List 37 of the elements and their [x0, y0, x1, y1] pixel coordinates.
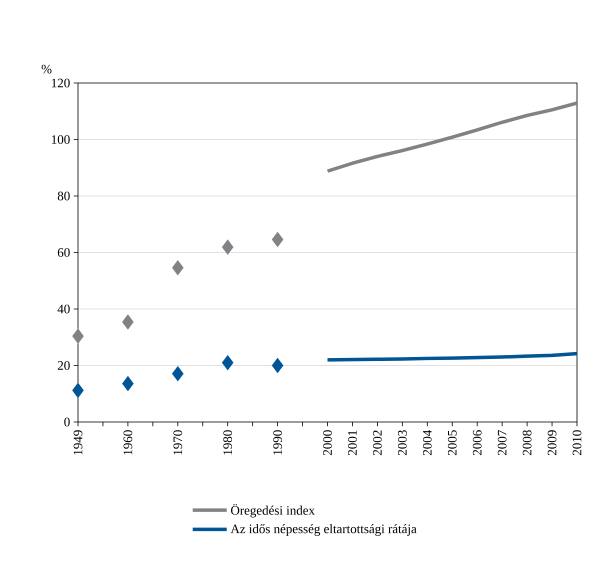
point: [172, 366, 184, 382]
x-tick-label: 2001: [348, 430, 357, 456]
x-tick-label: 1970: [173, 430, 182, 455]
x-tick-label: 2002: [373, 430, 382, 456]
y-tick-label: 80: [58, 192, 70, 200]
x-tick-label: 2007: [498, 430, 507, 456]
point: [72, 382, 84, 398]
x-tick-label: 2003: [398, 430, 407, 456]
point: [122, 376, 134, 392]
point: [272, 232, 284, 248]
x-tick-label: 2010: [572, 430, 582, 456]
x-tick-label: 2005: [448, 430, 457, 456]
y-tick-label: 60: [58, 248, 70, 257]
x-tick-label: 2006: [472, 430, 482, 456]
x-tick-label: 1990: [273, 430, 282, 455]
x-tick-label: 2009: [548, 430, 556, 456]
y-tick-label: 40: [58, 304, 70, 314]
point: [122, 314, 134, 330]
y-tick-label: 20: [58, 361, 70, 370]
point: [222, 355, 234, 370]
x-tick-label: 2000: [323, 430, 332, 456]
x-tick-label: 1949: [74, 430, 82, 455]
x-tick-label: 1980: [223, 430, 232, 455]
y-axis-title: %: [42, 64, 52, 74]
y-tick-label: 120: [52, 78, 70, 88]
legend-label: Az idős népesség eltartottsági rátája: [230, 524, 417, 536]
x-tick-label: 2008: [522, 430, 532, 456]
x-tick-label: 1960: [124, 430, 132, 455]
y-tick-label: 0: [64, 418, 70, 426]
point: [272, 358, 284, 374]
point: [72, 328, 84, 344]
legend-label: Öregedési index: [230, 504, 315, 518]
x-tick-label: 2004: [422, 430, 432, 456]
line-series: [326, 101, 578, 173]
y-tick-label: 100: [52, 135, 70, 144]
point: [222, 239, 234, 255]
point: [172, 260, 184, 276]
